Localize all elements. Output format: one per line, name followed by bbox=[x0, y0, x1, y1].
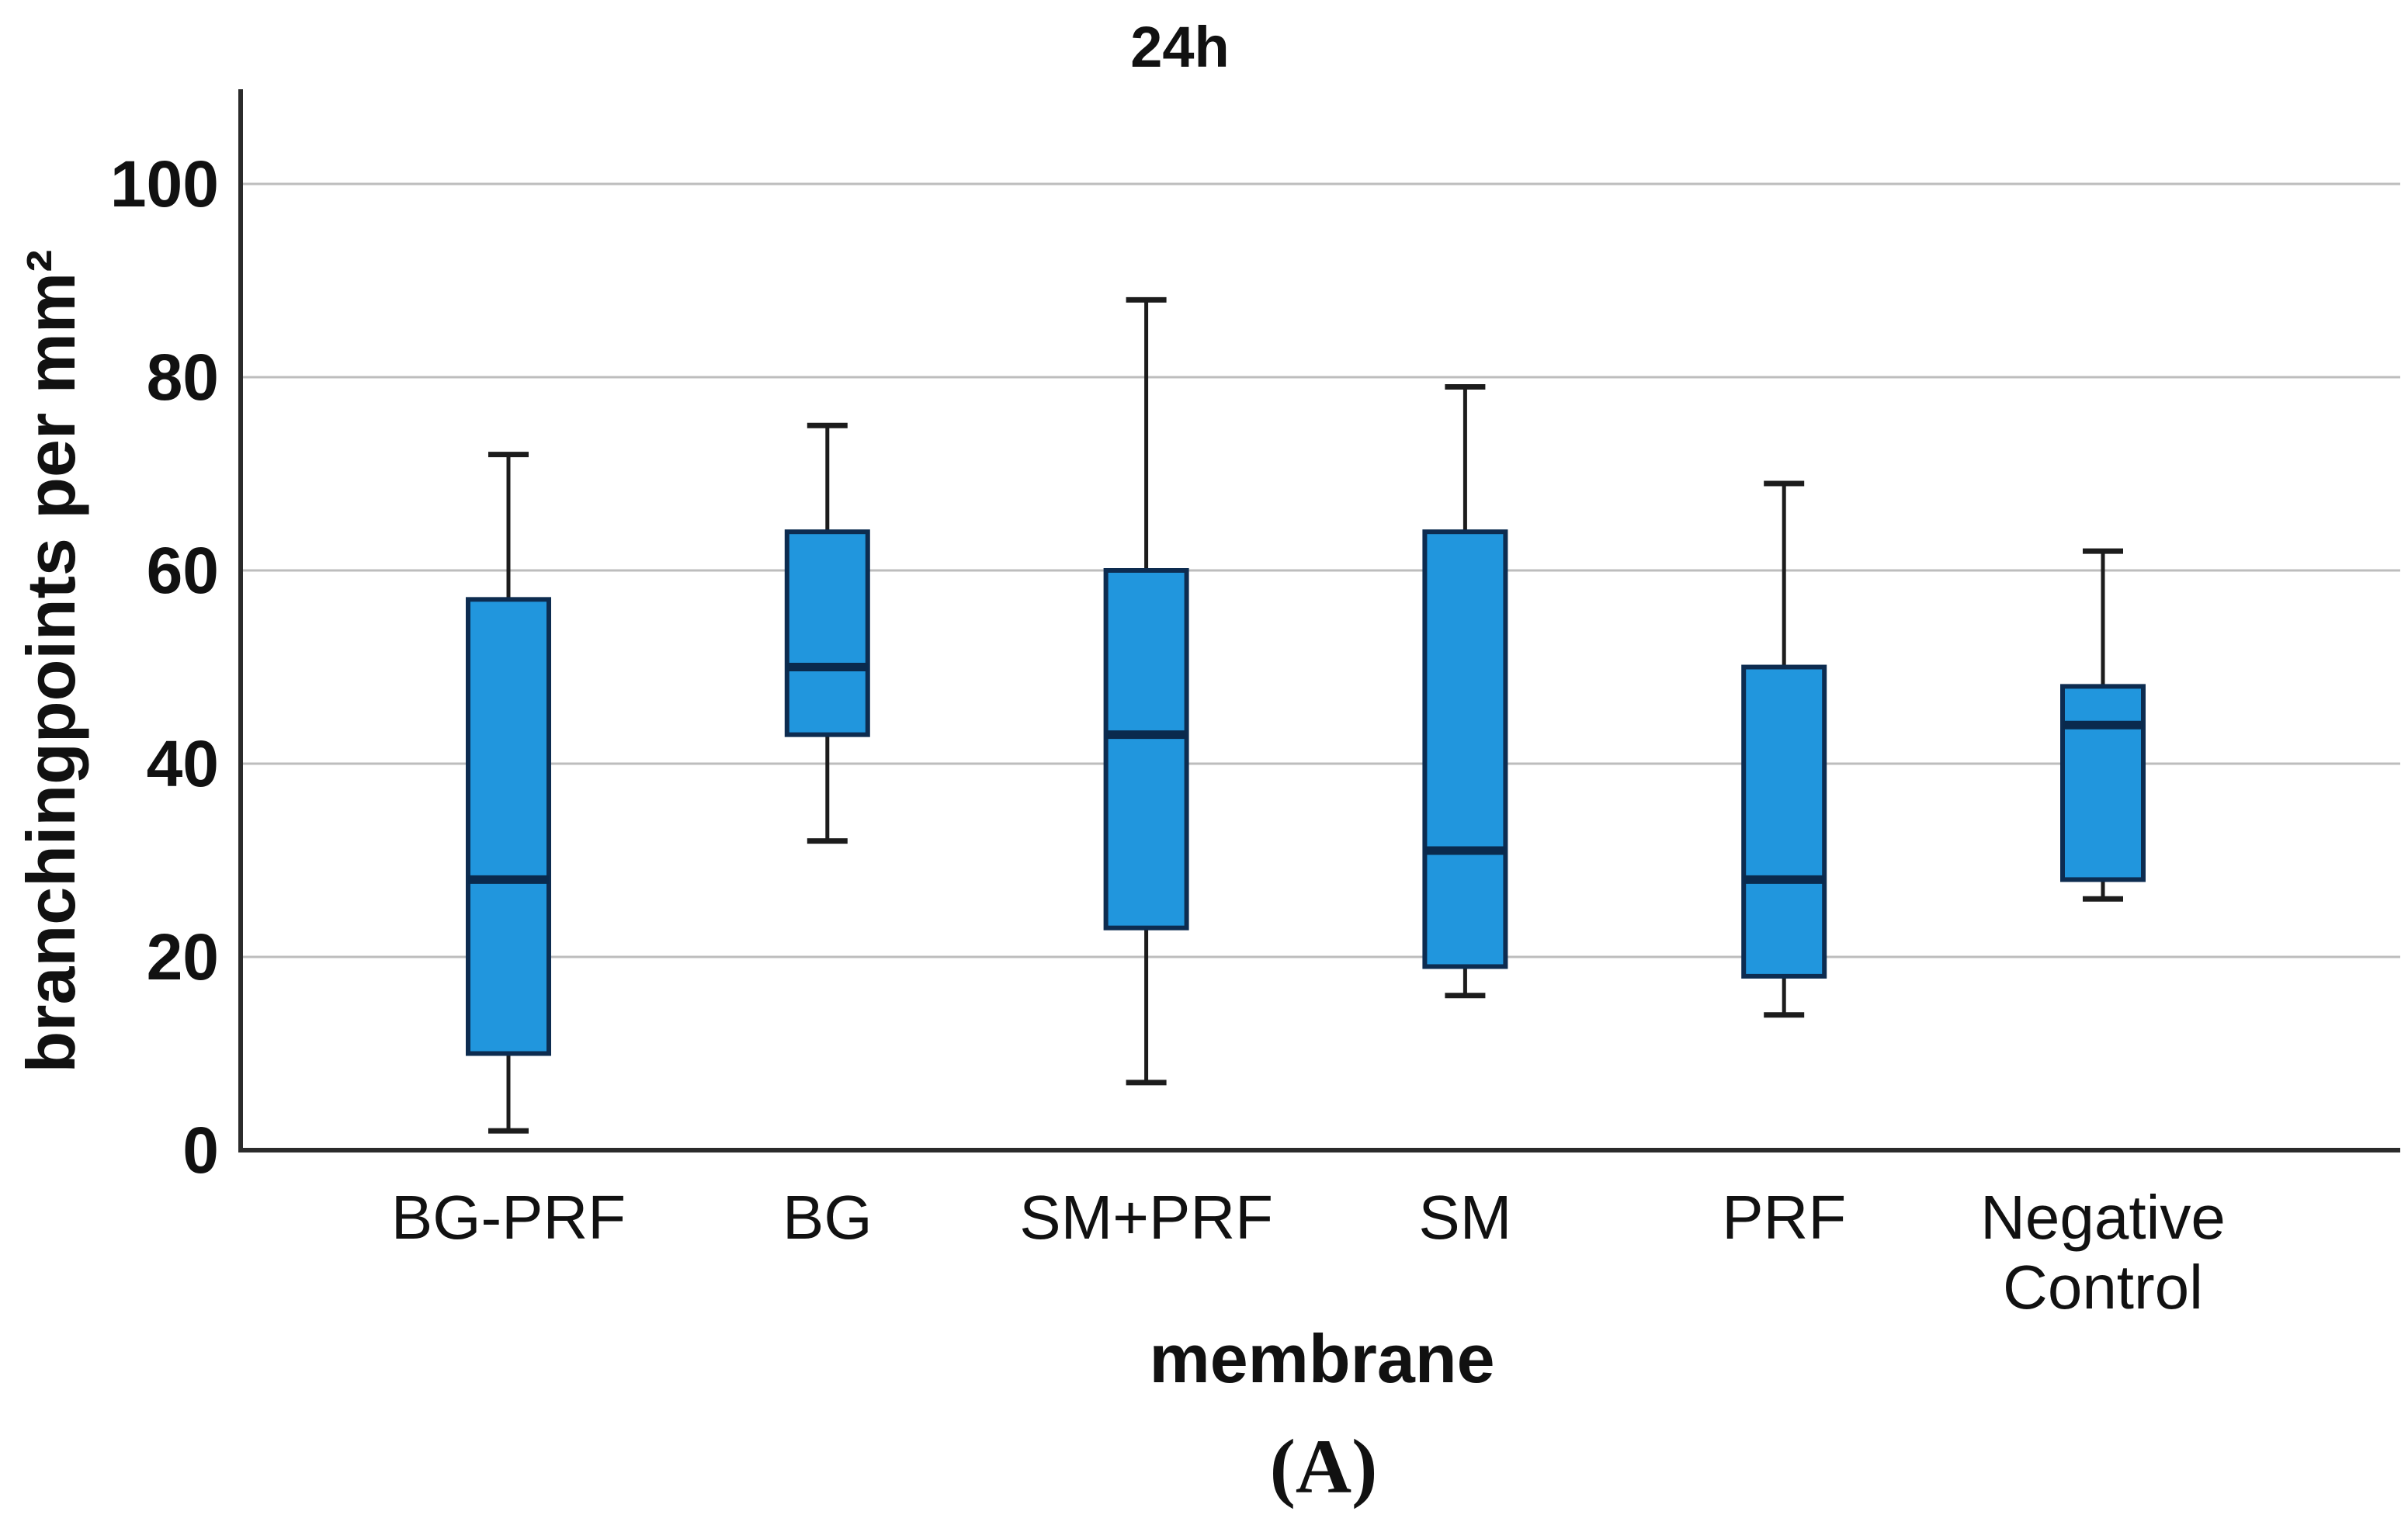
x-axis-label: membrane bbox=[1149, 1320, 1495, 1397]
y-tick-label-100: 100 bbox=[109, 147, 219, 220]
y-axis-label: branchingpoints per mm² bbox=[12, 249, 89, 1073]
box-iqr bbox=[784, 529, 870, 737]
chart-title: 24h bbox=[1130, 15, 1230, 79]
box-iqr bbox=[1741, 664, 1827, 979]
x-category-label: Negative Control bbox=[1980, 1183, 2226, 1322]
x-category-label: BG-PRF bbox=[390, 1183, 626, 1252]
panel-caption: (A) bbox=[1269, 1423, 1378, 1509]
y-tick-label-80: 80 bbox=[146, 341, 219, 414]
box-iqr bbox=[1422, 529, 1508, 969]
y-tick-label-40: 40 bbox=[146, 727, 219, 800]
x-category-label: BG bbox=[782, 1183, 873, 1252]
x-category-label: PRF bbox=[1722, 1183, 1847, 1252]
box-iqr bbox=[466, 597, 551, 1056]
x-category-label: SM+PRF bbox=[1019, 1183, 1273, 1252]
x-category-label: SM bbox=[1418, 1183, 1512, 1252]
y-tick-label-0: 0 bbox=[182, 1114, 219, 1187]
y-tick-label-20: 20 bbox=[146, 920, 219, 993]
y-tick-label-60: 60 bbox=[146, 534, 219, 607]
box-iqr bbox=[2060, 684, 2146, 882]
box-iqr bbox=[1103, 568, 1189, 931]
